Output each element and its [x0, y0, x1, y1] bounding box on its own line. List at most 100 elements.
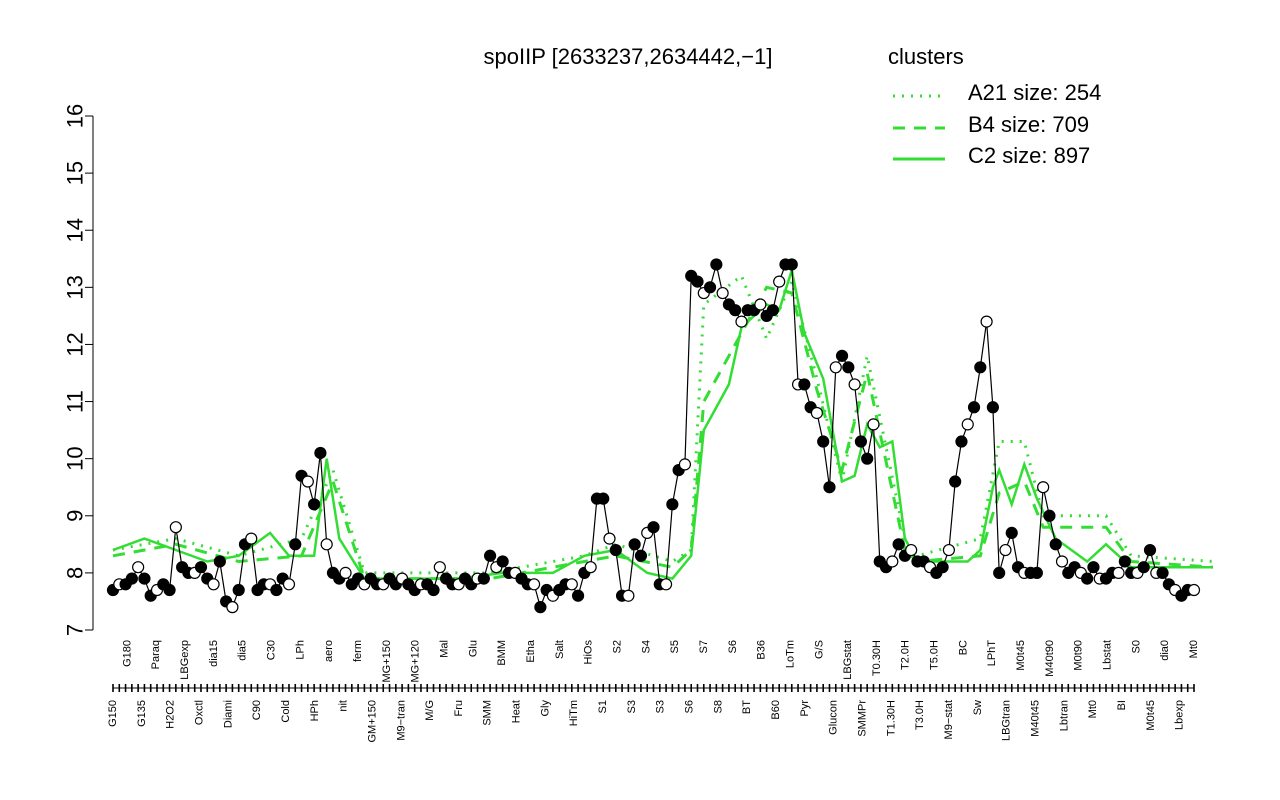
data-point: [949, 475, 962, 488]
data-point: [138, 572, 151, 585]
x-tick-label: LBGstat: [842, 640, 854, 680]
data-point: [842, 361, 855, 374]
x-tick-label: S5: [669, 640, 681, 653]
data-point: [628, 538, 641, 551]
x-tick-label: Pyr: [799, 700, 811, 717]
legend-label-a21: A21 size: 254: [968, 80, 1102, 105]
x-tick-label: T2.0H: [900, 640, 912, 670]
y-tick-label: 11: [63, 390, 88, 413]
data-point: [678, 458, 692, 471]
x-tick-label: BC: [957, 640, 969, 655]
data-point: [1055, 555, 1069, 568]
x-tick-label: C90: [251, 700, 263, 720]
y-tick-label: 15: [63, 161, 88, 185]
x-tick-label: Lbstat: [1102, 640, 1114, 670]
data-point: [565, 578, 578, 591]
data-point: [245, 532, 258, 545]
data-point: [169, 521, 182, 534]
x-tick-label: Etha: [525, 639, 537, 663]
data-point: [320, 538, 333, 551]
data-point: [308, 498, 321, 511]
data-point: [867, 418, 880, 431]
data-point: [735, 315, 748, 328]
x-tick-label: ferm: [352, 640, 364, 662]
data-point: [999, 543, 1012, 557]
x-tick-label: HiTm: [568, 700, 580, 726]
data-point: [691, 275, 704, 288]
cluster-lines: [112, 269, 1214, 581]
data-point: [194, 561, 208, 574]
x-tick-label: G/S: [813, 640, 825, 659]
data-point: [232, 583, 245, 597]
data-point: [967, 401, 981, 414]
data-point: [301, 475, 314, 488]
data-point: [986, 401, 999, 414]
x-tick-label: S7: [698, 640, 710, 653]
x-tick-label: S6: [684, 700, 696, 713]
x-tick-label: Mal: [439, 640, 451, 658]
x-tick-label: S2: [611, 640, 623, 653]
x-tick-label: Paraq: [150, 640, 162, 669]
x-tick-label: dia5: [237, 640, 249, 661]
x-tick-label: Cold: [280, 700, 292, 723]
x-tick-label: S6: [727, 640, 739, 653]
x-tick-label: M40t90: [1044, 640, 1056, 677]
data-point: [571, 589, 585, 602]
data-point: [1143, 543, 1157, 557]
data-point: [477, 572, 490, 585]
x-tick-label: Mt0: [1087, 700, 1099, 718]
data-point: [622, 589, 635, 602]
data-point: [1049, 538, 1062, 551]
sample-markers: [106, 258, 1201, 614]
data-point: [226, 601, 239, 614]
y-tick-label: 9: [63, 510, 88, 522]
x-tick-label: Gly: [539, 700, 551, 717]
x-tick-label: S3: [655, 700, 667, 713]
data-point: [892, 538, 905, 551]
x-tick-label: Lbexp: [1174, 700, 1186, 730]
data-point: [584, 561, 597, 574]
data-point: [854, 435, 868, 448]
data-point: [729, 304, 742, 317]
x-tick-label: MG+150: [381, 640, 393, 683]
x-tick-label: LPhT: [986, 640, 998, 667]
data-point: [314, 446, 327, 460]
x-tick-label: Fru: [453, 700, 465, 717]
x-tick-label: BI: [1116, 700, 1128, 710]
data-point: [496, 555, 509, 568]
data-point: [433, 561, 446, 574]
x-tick-label: LBGtran: [1001, 700, 1013, 741]
legend-title: clusters: [888, 44, 964, 69]
x-tick-label: S8: [712, 700, 724, 713]
data-point: [270, 583, 283, 597]
x-tick-label: BMM: [496, 640, 508, 666]
data-point: [289, 538, 302, 551]
data-point: [207, 578, 220, 591]
x-tick-label: G135: [136, 700, 148, 727]
y-tick-label: 13: [63, 275, 88, 299]
axes: 7 8 9 10 11 12 13 14 15 16: [63, 104, 1195, 692]
x-tick-label: M9−tran: [395, 700, 407, 741]
data-point: [282, 578, 296, 591]
x-tick-label: GM+150: [366, 700, 378, 743]
x-tick-label: G150: [107, 700, 119, 727]
data-point: [980, 315, 993, 328]
data-point: [861, 452, 874, 465]
data-point: [817, 435, 830, 448]
x-tick-label: T1.30H: [885, 700, 897, 736]
data-point: [773, 275, 786, 288]
data-point: [829, 361, 842, 374]
x-tick-label: MG+120: [410, 640, 422, 683]
x-tick-label: G180: [121, 640, 133, 667]
data-point: [666, 498, 679, 511]
y-tick-label: 10: [63, 446, 88, 470]
x-tick-label: T3.0H: [914, 700, 926, 730]
data-point: [942, 543, 955, 557]
data-point: [132, 561, 145, 574]
x-tick-label: LBGexp: [179, 640, 191, 680]
sample-series-line: [112, 263, 1194, 610]
legend-label-c2: C2 size: 897: [968, 143, 1091, 168]
x-tick-label: LoTm: [784, 640, 796, 668]
data-point: [703, 281, 717, 294]
x-tick-label: aero: [323, 640, 335, 662]
